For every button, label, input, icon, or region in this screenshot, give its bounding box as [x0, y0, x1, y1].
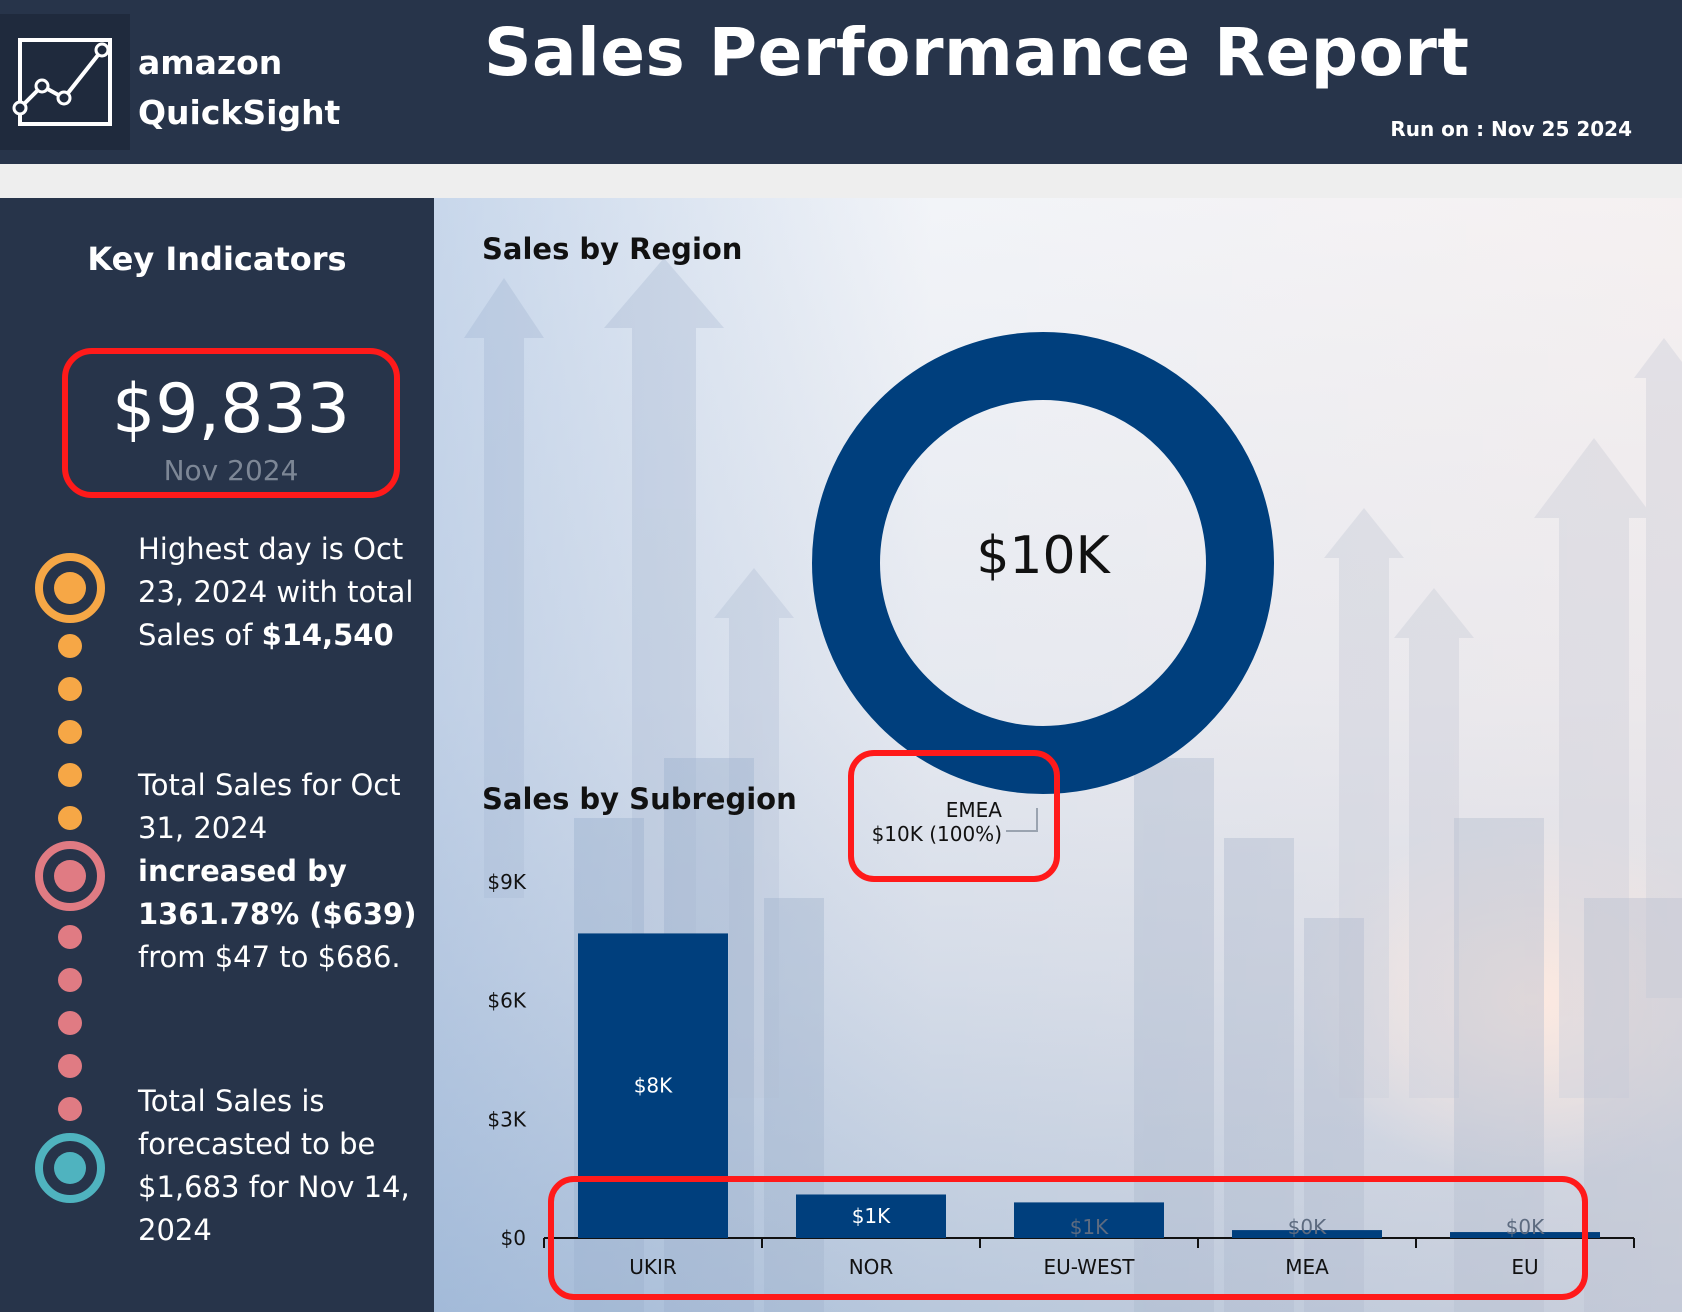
timeline-dot [58, 720, 82, 744]
x-category-label: EU-WEST [1043, 1255, 1135, 1279]
bar-ukir[interactable] [578, 933, 728, 1238]
bar-data-label: $0K [1506, 1215, 1545, 1239]
charts-panel: Sales by Region $10K EMEA $10K (100%) Sa… [434, 198, 1682, 1312]
insight-2-highlight: increased by 1361.78% ($639) [138, 854, 417, 931]
key-indicators-title: Key Indicators [87, 240, 347, 278]
emea-slice-value: $10K (100%) [871, 822, 1002, 846]
pink-ring-icon [35, 841, 105, 911]
kpi-value: $9,833 [112, 370, 350, 449]
timeline-dot [58, 1011, 82, 1035]
y-tick-label: $3K [487, 1107, 526, 1131]
bar-eu-west[interactable] [1014, 1202, 1164, 1238]
brand-line-2: QuickSight [138, 93, 341, 132]
key-indicators-panel: Key Indicators $9,833 Nov 2024 Highest d… [0, 198, 434, 1312]
brand-name: amazon QuickSight [138, 38, 340, 138]
insight-forecast: Total Sales is forecasted to be $1,683 f… [138, 1080, 428, 1252]
y-tick-label: $9K [487, 870, 526, 894]
timeline-dot [58, 968, 82, 992]
bar-eu[interactable] [1450, 1232, 1600, 1238]
kpi-card[interactable]: $9,833 Nov 2024 [62, 348, 400, 498]
x-category-label: EU [1511, 1255, 1538, 1279]
insight-1-highlight: $14,540 [261, 618, 394, 652]
insight-1-text: Highest day is Oct 23, 2024 with total S… [138, 532, 414, 652]
page-title: Sales Performance Report [484, 14, 1470, 91]
sales-by-subregion-title: Sales by Subregion [482, 782, 797, 816]
x-category-label: NOR [849, 1255, 894, 1279]
run-date: Run on : Nov 25 2024 [1390, 117, 1632, 141]
bar-data-label: $0K [1288, 1215, 1327, 1239]
donut-center-label: $10K [976, 526, 1110, 586]
timeline-dot [58, 925, 82, 949]
subregion-bar-chart: $0 $3K $6K $9K $8K UKIR $1K NOR $1K EU-WEST $0K MEA… [487, 870, 1635, 1279]
brand-line-1: amazon [138, 43, 283, 82]
bar-nor[interactable] [796, 1194, 946, 1238]
line-chart-icon [12, 38, 112, 126]
bar-data-label: $1K [1070, 1215, 1109, 1239]
emea-leader-line [1006, 808, 1038, 832]
emea-label-callout: EMEA $10K (100%) [848, 750, 1060, 882]
timeline-dot [58, 634, 82, 658]
bar-mea[interactable] [1232, 1230, 1382, 1238]
y-tick-label: $0 [501, 1226, 526, 1250]
timeline-dot [58, 677, 82, 701]
orange-ring-icon [35, 553, 105, 623]
report-header: amazon QuickSight Sales Performance Repo… [0, 0, 1682, 164]
y-tick-label: $6K [487, 989, 526, 1013]
insight-2-text: Total Sales for Oct 31, 2024 [138, 768, 401, 845]
category-highlight-box [548, 1176, 1588, 1300]
insight-total-sales-change: Total Sales for Oct 31, 2024 increased b… [138, 764, 428, 979]
teal-ring-icon [35, 1133, 105, 1203]
sales-by-region-title: Sales by Region [482, 232, 743, 266]
x-category-label: UKIR [629, 1255, 677, 1279]
timeline-dot [58, 1097, 82, 1121]
emea-slice-name: EMEA [945, 798, 1002, 822]
x-category-label: MEA [1285, 1255, 1329, 1279]
insight-2-text-end: from $47 to $686. [138, 940, 401, 974]
bar-data-label: $1K [852, 1204, 891, 1228]
insight-highest-day: Highest day is Oct 23, 2024 with total S… [138, 528, 428, 657]
kpi-period: Nov 2024 [163, 454, 299, 487]
timeline-dot [58, 763, 82, 787]
bar-data-label: $8K [634, 1074, 673, 1098]
header-divider [0, 164, 1682, 198]
insight-3-text: Total Sales is forecasted to be $1,683 f… [138, 1084, 410, 1247]
timeline-dot [58, 1054, 82, 1078]
timeline-dot [58, 806, 82, 830]
quicksight-logo [0, 14, 130, 150]
